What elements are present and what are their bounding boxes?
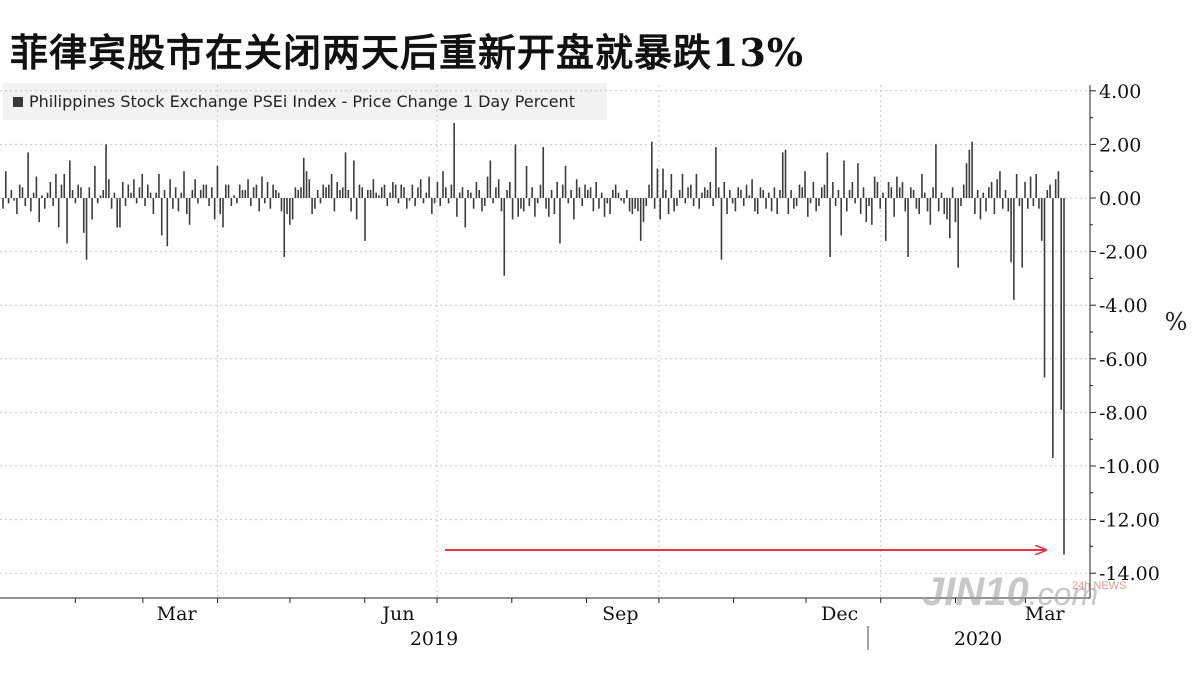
x-year-label: 2019	[410, 628, 458, 650]
chart-title: 菲律宾股市在关闭两天后重新开盘就暴跌13%	[10, 30, 804, 75]
bar-series	[2, 122, 1065, 555]
watermark-suffix: .com	[1028, 576, 1099, 612]
y-tick-label: 4.00	[1099, 81, 1141, 103]
watermark-badge: 24h NEWS	[1072, 580, 1127, 592]
y-tick-label: -14.00	[1099, 563, 1160, 585]
y-tick-label: -2.00	[1099, 242, 1148, 264]
watermark-logo: JIN10.com	[922, 570, 1098, 615]
y-tick-label: -8.00	[1099, 402, 1148, 424]
watermark-brand: JIN10	[922, 570, 1029, 614]
y-tick-label: -10.00	[1099, 456, 1160, 478]
gridlines	[0, 85, 1090, 598]
x-tick-label: Dec	[821, 603, 858, 625]
x-tick-label: Jun	[380, 603, 414, 625]
x-tick-label: Mar	[157, 603, 198, 625]
x-axis: Mar Jun Sep Dec Mar 2019 2020	[0, 597, 1090, 650]
y-tick-label: 2.00	[1099, 134, 1141, 156]
legend-label: Philippines Stock Exchange PSEi Index - …	[29, 92, 575, 111]
y-tick-label: 0.00	[1099, 188, 1141, 210]
legend-swatch	[13, 96, 23, 107]
y-axis-label: %	[1165, 308, 1188, 336]
x-tick-label: Mar	[1025, 603, 1066, 625]
x-year-label: 2020	[954, 628, 1002, 650]
legend: Philippines Stock Exchange PSEi Index - …	[3, 83, 607, 120]
x-tick-label: Sep	[602, 603, 638, 625]
y-tick-label: -6.00	[1099, 349, 1148, 371]
y-axis: 4.00 2.00 0.00 -2.00 -4.00 -6.00 -8.00 -10.00 -1…	[1089, 81, 1160, 598]
y-tick-label: -12.00	[1099, 510, 1160, 532]
y-tick-label: -4.00	[1099, 295, 1148, 317]
